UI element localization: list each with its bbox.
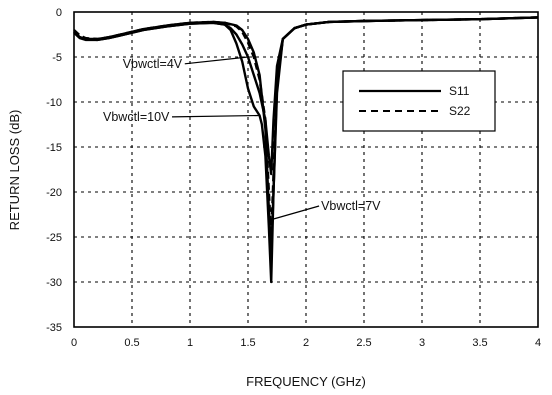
x-tick-label: 0.5 — [124, 337, 139, 349]
x-tick-label: 2.5 — [356, 337, 371, 349]
annotations: Vbwctl=4V Vbwctl=10V Vbwctl=7V — [103, 56, 381, 220]
legend-box — [342, 70, 496, 132]
y-tick-label: -30 — [46, 277, 62, 289]
x-tick-label: 2 — [303, 337, 309, 349]
annotation-label: Vbwctl=4V — [123, 57, 183, 71]
grid-lines — [74, 12, 538, 327]
x-tick-label: 4 — [535, 337, 541, 349]
annotation-leader-line — [273, 205, 320, 220]
y-tick-label: -10 — [46, 97, 62, 109]
y-tick-label: -5 — [52, 52, 62, 64]
legend: S11 S22 — [342, 70, 496, 132]
legend-label-s11: S11 — [449, 84, 470, 98]
x-tick-label: 1 — [187, 337, 193, 349]
x-ticks: 0 0.5 1 1.5 2 2.5 3 3.5 4 — [71, 337, 541, 349]
y-axis-title: RETURN LOSS (dB) — [7, 110, 22, 231]
plot-background — [74, 12, 538, 327]
annotation-leader-line — [184, 56, 249, 65]
y-ticks: 0 -5 -10 -15 -20 -25 -30 -35 — [46, 7, 62, 334]
x-tick-label: 3.5 — [472, 337, 487, 349]
y-tick-label: -20 — [46, 187, 62, 199]
y-tick-label: -15 — [46, 142, 62, 154]
annotation-leader-line — [172, 114, 260, 118]
x-tick-label: 0 — [71, 337, 77, 349]
y-tick-label: 0 — [56, 7, 62, 19]
series-line-4 — [73, 16, 539, 239]
annotation-label: Vbwctl=10V — [103, 110, 170, 124]
x-tick-label: 1.5 — [240, 337, 255, 349]
annotation-label: Vbwctl=7V — [321, 199, 381, 213]
plot-frame — [73, 11, 539, 328]
y-tick-label: -35 — [46, 322, 62, 334]
y-tick-label: -25 — [46, 232, 62, 244]
legend-label-s22: S22 — [449, 104, 471, 118]
x-axis-title: FREQUENCY (GHz) — [246, 374, 366, 389]
x-tick-label: 3 — [419, 337, 425, 349]
